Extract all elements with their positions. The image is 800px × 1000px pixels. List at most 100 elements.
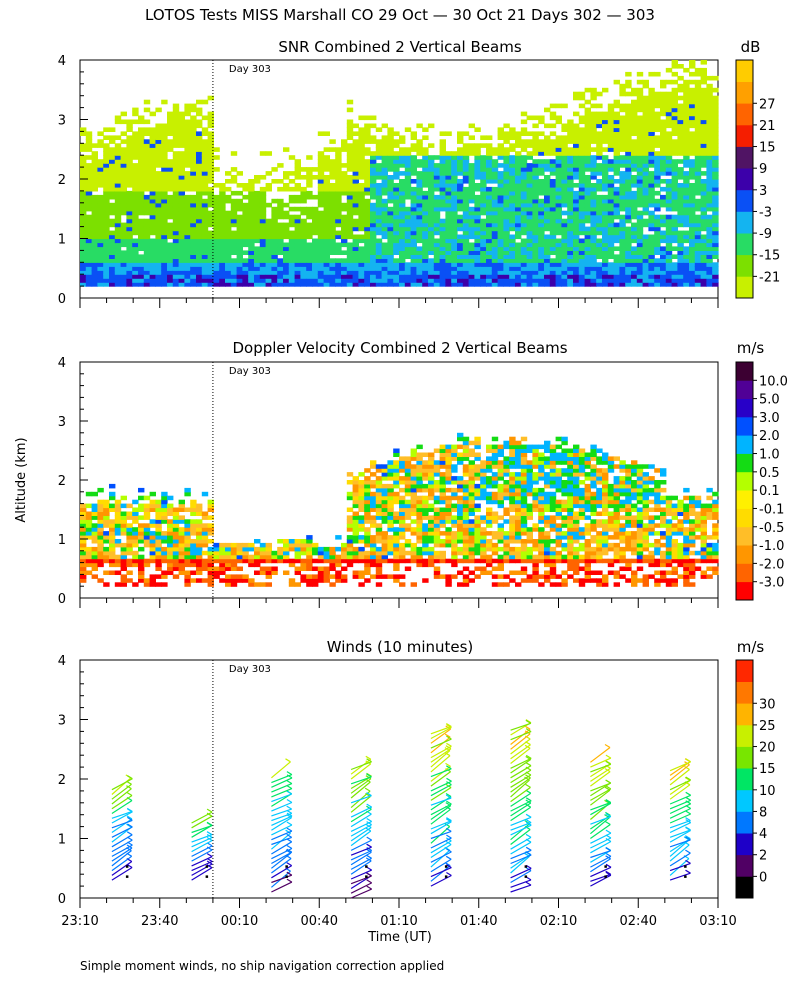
- heat-cell: [596, 222, 603, 228]
- heat-cell: [549, 167, 557, 172]
- heat-cell: [480, 198, 487, 204]
- heat-cell: [190, 131, 197, 136]
- heat-cell: [352, 258, 359, 263]
- heat-cell: [381, 546, 388, 552]
- heat-cell: [370, 254, 377, 259]
- heat-cell: [648, 218, 655, 224]
- heat-cell: [480, 171, 487, 176]
- heat-cell: [85, 254, 93, 259]
- heat-cell: [428, 202, 435, 208]
- heat-cell: [486, 175, 493, 180]
- heat-cell: [602, 139, 609, 144]
- heat-cell: [167, 171, 174, 176]
- heat-cell: [288, 250, 296, 255]
- panel-title: SNR Combined 2 Vertical Beams: [278, 38, 521, 56]
- heat-cell: [172, 115, 180, 121]
- heat-cell: [335, 242, 342, 248]
- heat-cell: [544, 163, 551, 168]
- heat-cell: [248, 258, 255, 263]
- heat-cell: [457, 206, 464, 212]
- heat-cell: [445, 254, 452, 259]
- heat-cell: [85, 250, 93, 255]
- heat-cell: [642, 155, 649, 160]
- heat-cell: [526, 266, 533, 271]
- heat-cell: [683, 155, 690, 160]
- heat-cell: [694, 242, 702, 248]
- heat-cell: [306, 274, 313, 279]
- heat-cell: [109, 139, 116, 144]
- heat-cell: [271, 554, 278, 560]
- heat-cell: [201, 115, 209, 121]
- heat-cell: [399, 186, 406, 192]
- heat-cell: [503, 274, 510, 279]
- heat-cell: [625, 246, 632, 251]
- heat-cell: [451, 179, 458, 184]
- heat-cell: [515, 258, 522, 263]
- heat-cell: [399, 179, 406, 184]
- heat-cell: [393, 519, 400, 524]
- heat-cell: [468, 274, 475, 279]
- heat-cell: [445, 186, 452, 192]
- heat-cell: [387, 499, 394, 505]
- heat-cell: [178, 167, 185, 172]
- heat-cell: [503, 183, 510, 188]
- heat-cell: [126, 242, 133, 248]
- heat-cell: [80, 554, 87, 560]
- heat-cell: [294, 539, 301, 544]
- heat-cell: [341, 546, 348, 552]
- heat-cell: [230, 218, 238, 224]
- heat-cell: [416, 218, 423, 224]
- heat-cell: [317, 554, 325, 560]
- heat-cell: [97, 499, 104, 505]
- heat-cell: [178, 246, 185, 251]
- heat-cell: [648, 163, 655, 168]
- heat-cell: [352, 238, 359, 244]
- heat-cell: [178, 519, 185, 524]
- heat-cell: [184, 531, 191, 536]
- heat-cell: [358, 175, 365, 180]
- heat-cell: [85, 238, 93, 244]
- heat-cell: [352, 487, 359, 493]
- heat-cell: [642, 190, 649, 196]
- heat-cell: [126, 578, 133, 583]
- heat-cell: [364, 527, 371, 532]
- heat-cell: [636, 274, 644, 279]
- heat-cell: [712, 135, 719, 140]
- heat-cell: [254, 558, 261, 564]
- heat-cell: [428, 183, 435, 188]
- heat-cell: [109, 539, 116, 544]
- heat-cell: [126, 194, 133, 200]
- heat-cell: [526, 262, 533, 267]
- heat-cell: [184, 230, 191, 236]
- heat-cell: [526, 190, 533, 196]
- heat-cell: [329, 562, 336, 568]
- heat-cell: [370, 230, 377, 236]
- heat-cell: [689, 266, 696, 271]
- heat-cell: [433, 222, 441, 228]
- heat-cell: [625, 115, 632, 121]
- heat-cell: [625, 91, 632, 97]
- heat-cell: [700, 103, 707, 109]
- heat-cell: [538, 131, 545, 136]
- heat-cell: [451, 274, 458, 279]
- heat-cell: [329, 171, 336, 176]
- heat-cell: [503, 222, 510, 228]
- heat-cell: [277, 258, 284, 263]
- heat-cell: [114, 226, 122, 232]
- heat-cell: [381, 468, 388, 473]
- colorbar-swatch: [736, 189, 753, 212]
- heat-cell: [416, 254, 423, 259]
- heat-cell: [567, 175, 574, 180]
- heat-cell: [625, 226, 632, 232]
- heat-cell: [300, 194, 307, 200]
- heat-cell: [149, 578, 156, 583]
- heat-cell: [120, 578, 127, 583]
- heat-cell: [503, 242, 510, 248]
- heat-cell: [225, 238, 232, 244]
- heat-cell: [677, 206, 684, 212]
- heat-cell: [474, 274, 481, 279]
- heat-cell: [201, 210, 209, 216]
- heat-cell: [468, 179, 475, 184]
- heat-cell: [375, 550, 383, 556]
- heat-cell: [451, 258, 458, 263]
